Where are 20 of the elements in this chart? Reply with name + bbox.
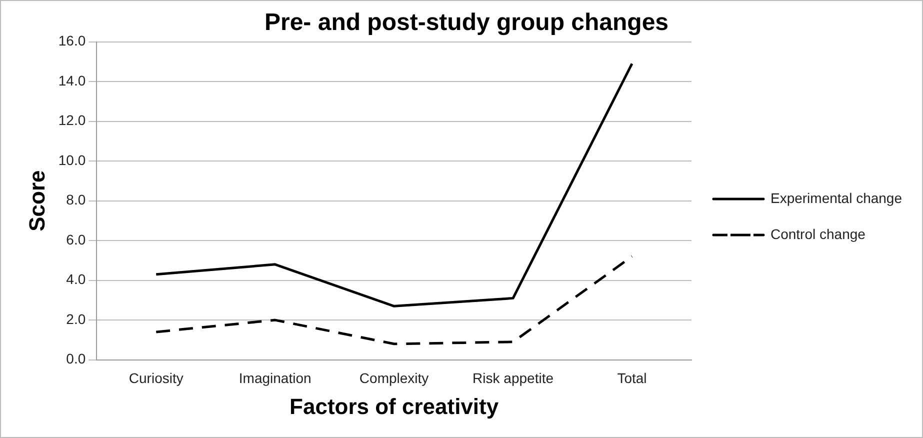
chart-title: Pre- and post-study group changes xyxy=(264,9,669,36)
y-tick-label: 8.0 xyxy=(66,192,86,208)
legend-label: Control change xyxy=(770,226,866,242)
y-tick-label: 4.0 xyxy=(66,271,86,288)
x-axis-title: Factors of creativity xyxy=(290,394,500,419)
legend-label: Experimental change xyxy=(770,190,902,206)
y-tick-label: 6.0 xyxy=(66,231,86,248)
x-tick-label: Total xyxy=(617,370,647,386)
x-tick-label: Curiosity xyxy=(128,370,184,386)
x-tick-label: Risk appetite xyxy=(472,370,554,386)
y-tick-label: 12.0 xyxy=(58,112,86,128)
x-tick-label: Imagination xyxy=(238,370,312,386)
y-tick-label: 2.0 xyxy=(66,310,86,327)
x-tick-label: Complexity xyxy=(359,370,429,386)
y-tick-label: 0.0 xyxy=(66,350,86,367)
y-tick-label: 16.0 xyxy=(58,32,86,49)
y-tick-label: 10.0 xyxy=(58,152,86,168)
line-series xyxy=(154,255,634,346)
y-axis-title: Score xyxy=(24,170,50,232)
y-tick-label: 14.0 xyxy=(58,72,86,88)
